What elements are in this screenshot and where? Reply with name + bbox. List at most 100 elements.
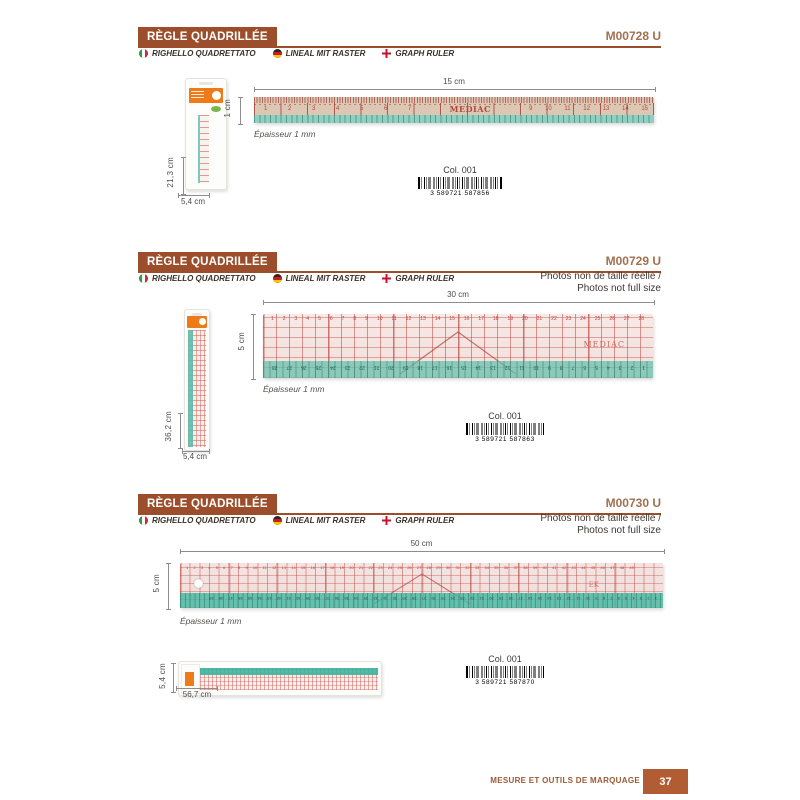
ruler-scale-numbers-inverted: 1 2 3 4 5 6 7 8 9 10 11 12 13 14 15 16 1… (209, 596, 657, 601)
uk-flag-icon (382, 274, 392, 283)
ruler-teal-strip: 1 2 3 4 5 6 7 8 9 10 11 12 13 14 15 16 1… (180, 593, 663, 608)
color-ref-label: Col. 001 (488, 411, 522, 421)
brand-mark: EK (588, 581, 599, 589)
package-brand-circle (212, 91, 221, 100)
translation-label: GRAPH RULER (395, 49, 455, 58)
italy-flag-icon (139, 274, 148, 283)
translations-row: RIGHELLO QUADRETTATO LINEAL MIT RASTER G… (139, 515, 454, 526)
translation-label: LINEAL MIT RASTER (285, 49, 366, 58)
ruler-length-label: 15 cm (443, 77, 465, 86)
note-line-en: Photos not full size (577, 524, 661, 536)
uk-flag-icon (382, 516, 392, 525)
barcode-digits: 3 589721 587856 (430, 190, 490, 197)
packaged-ruler (198, 115, 209, 183)
barcode: 3 589721 587856 (418, 177, 502, 197)
dimension-line (176, 686, 218, 691)
translation-english: GRAPH RULER (382, 49, 454, 58)
ruler-length-label: 30 cm (447, 290, 469, 299)
packaged-ruler (188, 330, 206, 447)
hang-hole (192, 313, 202, 316)
footer-category-label: MESURE ET OUTILS DE MARQUAGE (490, 776, 640, 785)
color-ref-label: Col. 001 (443, 165, 477, 175)
section-header: RÈGLE QUADRILLÉE M00730 U (138, 494, 661, 515)
translations-row: RIGHELLO QUADRETTATO LINEAL MIT RASTER G… (139, 48, 454, 59)
translation-label: LINEAL MIT RASTER (285, 274, 366, 283)
dimension-line (251, 314, 256, 380)
dimension-line (178, 413, 183, 449)
hang-hole (199, 82, 213, 85)
section-title: RÈGLE QUADRILLÉE (138, 27, 277, 46)
ruler-mm-ticks (254, 97, 654, 103)
ruler-length-label: 50 cm (410, 539, 433, 548)
package-photo (185, 78, 227, 190)
dimension-line (181, 157, 186, 195)
package-width-label: 5,4 cm (182, 452, 207, 461)
package-photo (184, 309, 210, 451)
ruler-photo: 1 2 3 4 5 6 7 8 9 10 11 12 13 14 15 16 1… (180, 563, 663, 608)
package-header-card (187, 316, 207, 328)
ruler-photo: 1 2 3 4 5 6 7 8 9 10 11 12 13 14 15 16 1… (263, 314, 653, 378)
translations-row: RIGHELLO QUADRETTATO LINEAL MIT RASTER G… (139, 273, 454, 284)
product-code: M00728 U (605, 29, 661, 43)
ruler-scale-numbers-inverted: 1 2 3 4 5 6 7 8 9 10 11 12 13 14 15 16 1… (267, 364, 645, 370)
package-height-label: 5,4 cm (158, 663, 167, 689)
uk-flag-icon (382, 49, 392, 58)
package-photo (178, 661, 382, 696)
package-height-label: 21,3 cm (166, 157, 175, 188)
photo-size-note: Photos non de taille réelle / Photos not… (540, 271, 661, 294)
ruler-scale: 1 2 3 4 5 6 7 MEDIAC 9 10 11 12 13 14 15 (264, 103, 648, 115)
ruler-scale-numbers: 1 2 3 4 5 6 7 8 9 10 11 12 13 14 15 16 1… (271, 316, 649, 322)
triangle-guide-mark (399, 331, 517, 374)
ruler-scale-numbers: 1 2 3 4 5 6 7 (264, 106, 412, 112)
ruler-width-label: 1 cm (223, 99, 232, 118)
package-height-label: 36,2 cm (164, 411, 173, 442)
barcode-bars (466, 666, 544, 678)
barcode-bars (466, 423, 544, 435)
translation-label: LINEAL MIT RASTER (285, 516, 366, 525)
translation-italian: RIGHELLO QUADRETTATO (139, 516, 256, 525)
italy-flag-icon (139, 49, 148, 58)
translation-german: LINEAL MIT RASTER (272, 274, 366, 283)
brand-text: MEDIAC (449, 104, 491, 114)
dimension-line (254, 87, 656, 92)
ruler-scale-numbers: 9 10 11 12 13 14 15 (529, 106, 648, 112)
package-brand-circle (199, 318, 206, 325)
translation-german: LINEAL MIT RASTER (272, 49, 366, 58)
dimension-line (171, 663, 176, 693)
translation-german: LINEAL MIT RASTER (272, 516, 366, 525)
translation-english: GRAPH RULER (382, 274, 454, 283)
brand-text: MEDIAC (583, 340, 625, 349)
ruler-width-label: 5 cm (152, 574, 161, 593)
color-ref-label: Col. 001 (488, 654, 522, 664)
hang-hole (194, 579, 203, 588)
thickness-label: Épaisseur 1 mm (263, 384, 325, 394)
barcode-bars (418, 177, 502, 189)
translation-label: GRAPH RULER (395, 516, 455, 525)
barcode-digits: 3 589721 587863 (475, 436, 535, 443)
dimension-line (182, 449, 210, 454)
translation-label: RIGHELLO QUADRETTATO (152, 516, 256, 525)
package-width-label: 56,7 cm (182, 690, 212, 699)
dimension-line (178, 193, 210, 198)
germany-flag-icon (272, 274, 282, 283)
product-code: M00729 U (605, 254, 661, 268)
section-header: RÈGLE QUADRILLÉE M00728 U (138, 27, 661, 48)
photo-size-note: Photos non de taille réelle / Photos not… (540, 513, 661, 536)
ruler-photo: 1 2 3 4 5 6 7 MEDIAC 9 10 11 12 13 14 15 (254, 97, 654, 123)
note-line-en: Photos not full size (577, 282, 661, 294)
barcode-digits: 3 589721 587870 (475, 679, 535, 686)
section-title: RÈGLE QUADRILLÉE (138, 252, 277, 271)
thickness-label: Épaisseur 1 mm (180, 616, 242, 626)
barcode: 3 589721 587863 (466, 423, 544, 443)
dimension-line (263, 300, 655, 305)
translation-italian: RIGHELLO QUADRETTATO (139, 49, 256, 58)
dimension-line (238, 97, 243, 125)
germany-flag-icon (272, 516, 282, 525)
germany-flag-icon (272, 49, 282, 58)
section-header: RÈGLE QUADRILLÉE M00729 U (138, 252, 661, 273)
translation-english: GRAPH RULER (382, 516, 454, 525)
page-number-badge: 37 (643, 769, 688, 794)
product-code: M00730 U (605, 496, 661, 510)
package-header-card (189, 88, 223, 103)
